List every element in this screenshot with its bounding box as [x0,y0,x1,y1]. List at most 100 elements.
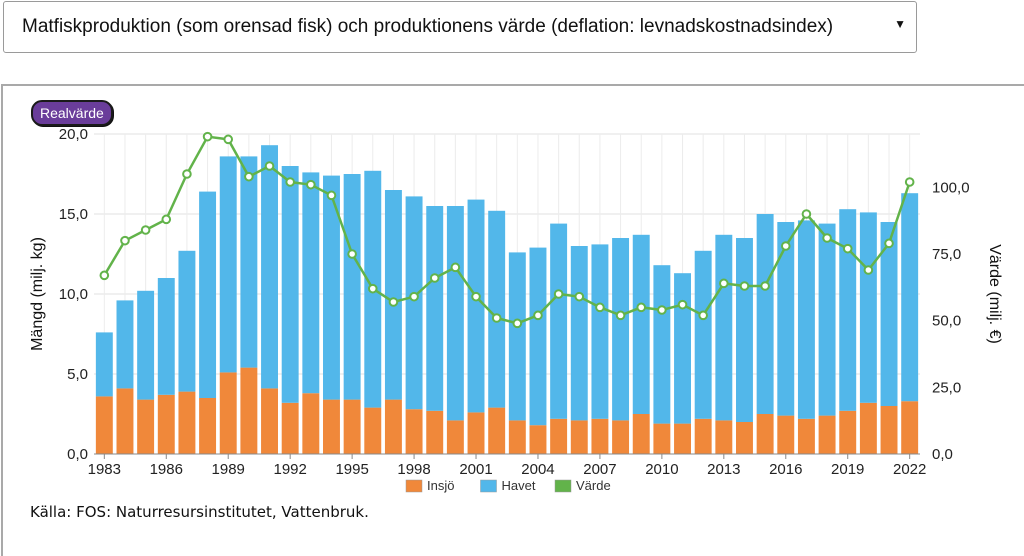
y-left-tick-label: 15,0 [59,206,88,223]
bar-havet [467,199,485,413]
legend-swatch [554,479,572,493]
bar-havet [157,278,175,395]
x-tick-label: 1998 [397,461,430,478]
bar-insjo [715,420,733,454]
bar-havet [818,223,836,416]
point-varde [677,299,688,310]
point-varde [140,225,151,235]
y-right-tick-label: 25,0 [932,379,961,396]
bar-havet [116,300,134,389]
point-varde [533,310,543,321]
bar-havet [859,212,877,403]
bar-insjo [240,367,258,454]
point-varde [326,190,337,201]
bar-havet [95,332,113,397]
point-varde [760,281,770,291]
bar-havet [674,273,691,424]
bar-insjo [384,399,402,454]
x-tick-label: 2016 [769,461,802,478]
bar-insjo [281,402,299,454]
bar-insjo [178,391,196,454]
bar-havet [281,166,299,403]
bar-havet [550,223,568,419]
bar-havet [426,206,444,411]
bar-insjo [591,418,609,454]
point-varde [739,281,750,291]
bar-havet [901,193,919,402]
bar-havet [777,222,795,416]
bar-insjo [797,418,815,454]
bar-havet [839,209,857,411]
x-tick-label: 2013 [707,461,740,478]
point-varde [491,313,502,323]
x-tick-label: 2022 [893,461,926,478]
y-right-tick-label: 0,0 [932,446,953,463]
y-right-axis-title: Värde (milj. €) [986,244,1003,344]
x-tick-label: 1989 [212,461,245,478]
bar-insjo [343,399,361,454]
bar-havet [756,214,774,414]
bar-havet [323,175,340,400]
point-varde [615,310,626,321]
point-varde [429,273,440,283]
point-varde [904,177,915,187]
x-tick-label: 1983 [88,461,121,478]
bar-insjo [612,420,630,454]
point-varde [409,291,419,302]
point-varde [161,214,172,225]
bar-insjo [426,410,444,454]
bar-insjo [839,410,857,454]
bar-havet [797,220,815,419]
bar-havet [694,250,712,419]
bar-insjo [674,423,691,454]
x-tick-label: 2001 [459,461,492,478]
source-note: Källa: FOS: Naturresursinstitutet, Vatte… [30,503,369,521]
y-left-tick-label: 10,0 [59,286,88,303]
bar-havet [219,156,237,373]
bar-insjo [653,423,671,454]
point-varde [285,177,295,187]
bar-havet [343,174,361,400]
y-left-tick-label: 5,0 [67,366,88,383]
realvarde-badge[interactable]: Realvärde [31,100,113,126]
bar-havet [199,191,217,398]
y-left-tick-label: 20,0 [59,126,88,143]
bar-havet [715,234,733,421]
point-varde [780,241,791,251]
y-right-tick-label: 75,0 [932,246,961,263]
bar-havet [529,247,547,426]
bar-insjo [508,420,526,454]
bar-insjo [261,388,278,454]
point-varde [120,235,130,246]
point-varde [801,209,812,219]
x-tick-label: 2010 [645,461,678,478]
dataset-selector[interactable]: Matfiskproduktion (som orensad fisk) och… [3,1,917,53]
point-varde [202,131,213,142]
bar-insjo [818,415,836,454]
bar-insjo [302,393,320,454]
point-varde [388,297,399,307]
x-tick-label: 2007 [583,461,616,478]
bar-insjo [446,420,464,454]
bar-insjo [219,372,237,454]
point-varde [657,305,667,315]
bar-havet [446,206,464,421]
point-varde [367,283,378,294]
point-varde [884,238,894,249]
x-tick-label: 1992 [273,461,306,478]
point-varde [863,265,874,275]
x-tick-label: 2019 [831,461,864,478]
x-tick-label: 1986 [150,461,183,478]
bar-insjo [736,422,753,454]
point-varde [595,302,605,313]
bar-insjo [570,420,588,454]
bar-havet [240,156,258,368]
point-varde [471,291,481,302]
bar-insjo [323,399,340,454]
bar-insjo [364,407,382,454]
point-varde [264,161,275,171]
bar-havet [880,222,898,406]
legend-label: Havet [502,478,536,493]
point-varde [347,249,357,259]
bar-insjo [116,388,134,454]
